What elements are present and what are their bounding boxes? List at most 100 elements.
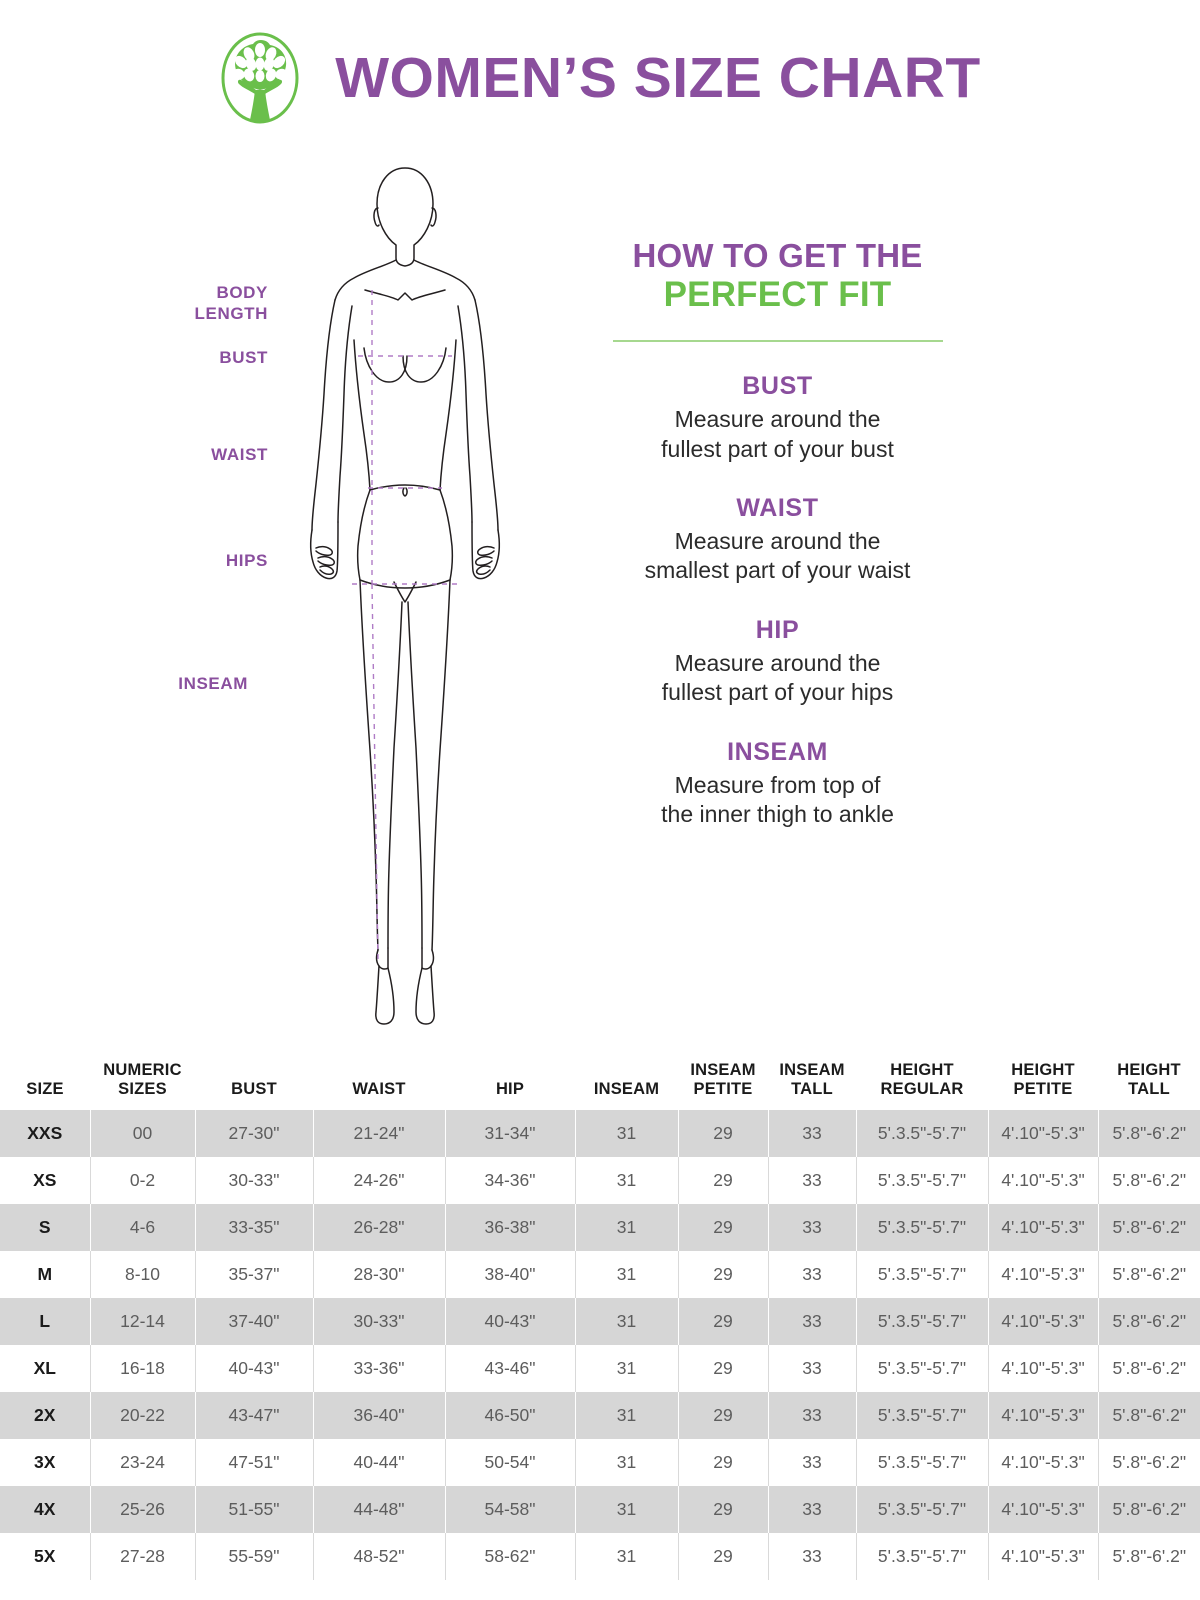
table-cell: 29	[677, 1203, 768, 1251]
table-cell: 5'.3.5"-5'.7"	[855, 1532, 988, 1580]
measure-block-bust: BUST Measure around the fullest part of …	[585, 372, 970, 464]
figure-label-body-length: BODY LENGTH	[138, 282, 268, 325]
table-row: 5X 27-28 55-59" 48-52" 58-62" 31 29 33 5'.3.5"-5…	[0, 1532, 1200, 1580]
table-cell: 5'.3.5"-5'.7"	[855, 1297, 988, 1345]
table-cell: 43-46"	[444, 1344, 575, 1392]
table-cell: 4'.10"-5'.3"	[987, 1156, 1098, 1204]
table-cell: 30-33"	[312, 1297, 445, 1345]
table-cell: 5'.3.5"-5'.7"	[855, 1109, 988, 1157]
table-cell: 33	[767, 1203, 856, 1251]
row-size-label: XS	[0, 1156, 90, 1204]
table-cell: 4-6	[89, 1203, 195, 1251]
table-cell: 35-37"	[194, 1250, 313, 1298]
table-cell: 29	[677, 1344, 768, 1392]
row-size-label: M	[0, 1250, 90, 1298]
heading-divider	[612, 340, 943, 343]
table-cell: 5'.8"-6'.2"	[1097, 1532, 1200, 1580]
table-cell: 31	[574, 1344, 678, 1392]
table-cell: 40-43"	[194, 1344, 313, 1392]
figure-label-bust: BUST	[219, 348, 268, 367]
table-cell: 31-34"	[444, 1109, 575, 1157]
row-size-label: 4X	[0, 1485, 90, 1533]
table-cell: 4'.10"-5'.3"	[987, 1532, 1098, 1580]
table-cell: 5'.8"-6'.2"	[1097, 1297, 1200, 1345]
table-cell: 37-40"	[194, 1297, 313, 1345]
table-cell: 4'.10"-5'.3"	[987, 1485, 1098, 1533]
table-cell: 27-30"	[194, 1109, 313, 1157]
table-cell: 0-2	[89, 1156, 195, 1204]
table-cell: 31	[574, 1156, 678, 1204]
table-cell: 5'.3.5"-5'.7"	[855, 1156, 988, 1204]
page-header: WOMEN’S SIZE CHART	[0, 28, 1200, 128]
measure-block-inseam: INSEAM Measure from top of the inner thi…	[585, 738, 970, 830]
table-cell: 4'.10"-5'.3"	[987, 1438, 1098, 1486]
row-size-label: S	[0, 1203, 90, 1251]
table-cell: 5'.3.5"-5'.7"	[855, 1203, 988, 1251]
measure-text-hip-line2: fullest part of your hips	[661, 679, 894, 706]
page-title: WOMEN’S SIZE CHART	[335, 45, 981, 110]
figure-label-waist: WAIST	[211, 445, 268, 464]
label-line-2: LENGTH	[194, 304, 268, 324]
table-cell: 26-28"	[312, 1203, 445, 1251]
table-header-cell-2: BUST	[195, 1055, 313, 1110]
table-cell: 4'.10"-5'.3"	[987, 1344, 1098, 1392]
table-cell: 5'.8"-6'.2"	[1097, 1109, 1200, 1157]
table-cell: 33	[767, 1344, 856, 1392]
measure-text-bust-line1: Measure around the	[674, 406, 881, 433]
table-row: 3X 23-24 47-51" 40-44" 50-54" 31 29 33 5'.3.5"-5…	[0, 1438, 1200, 1486]
table-cell: 55-59"	[194, 1532, 313, 1580]
table-cell: 33	[767, 1297, 856, 1345]
perfect-fit-panel: HOW TO GET THE PERFECT FIT BUST Measure …	[585, 237, 970, 830]
row-size-label: 2X	[0, 1391, 90, 1439]
table-cell: 12-14	[89, 1297, 195, 1345]
table-cell: 5'.8"-6'.2"	[1097, 1250, 1200, 1298]
table-header-cell-6: INSEAM PETITE	[678, 1055, 768, 1110]
measure-text-inseam-line2: the inner thigh to ankle	[661, 801, 894, 828]
table-cell: 00	[89, 1109, 195, 1157]
table-cell: 29	[677, 1109, 768, 1157]
table-cell: 40-43"	[444, 1297, 575, 1345]
table-row: XS 0-2 30-33" 24-26" 34-36" 31 29 33 5'.3.5"-5'.…	[0, 1156, 1200, 1204]
table-cell: 5'.8"-6'.2"	[1097, 1391, 1200, 1439]
table-cell: 33-35"	[194, 1203, 313, 1251]
measure-title-bust: BUST	[742, 372, 813, 401]
table-header-cell-3: WAIST	[313, 1055, 445, 1110]
table-cell: 5'.3.5"-5'.7"	[855, 1391, 988, 1439]
table-cell: 31	[574, 1532, 678, 1580]
female-croquis-illustration	[309, 167, 501, 1025]
table-header-cell-9: HEIGHT PETITE	[988, 1055, 1098, 1110]
table-cell: 4'.10"-5'.3"	[987, 1297, 1098, 1345]
row-size-label: XL	[0, 1344, 90, 1392]
table-cell: 5'.8"-6'.2"	[1097, 1156, 1200, 1204]
measure-block-waist: WAIST Measure around the smallest part o…	[585, 494, 970, 586]
row-size-label: 5X	[0, 1532, 90, 1580]
table-cell: 21-24"	[312, 1109, 445, 1157]
measure-title-inseam: INSEAM	[727, 737, 828, 766]
label-line-1: BODY	[216, 283, 268, 302]
table-cell: 36-38"	[444, 1203, 575, 1251]
table-cell: 16-18	[89, 1344, 195, 1392]
row-size-label: XXS	[0, 1109, 90, 1157]
table-cell: 33	[767, 1391, 856, 1439]
table-cell: 36-40"	[312, 1391, 445, 1439]
table-cell: 29	[677, 1297, 768, 1345]
table-cell: 8-10	[89, 1250, 195, 1298]
table-row: M 8-10 35-37" 28-30" 38-40" 31 29 33 5'.3.5"-5'.…	[0, 1250, 1200, 1298]
table-cell: 29	[677, 1391, 768, 1439]
figure-label-hips: HIPS	[225, 551, 268, 570]
row-size-label: 3X	[0, 1438, 90, 1486]
table-cell: 47-51"	[194, 1438, 313, 1486]
table-cell: 5'.3.5"-5'.7"	[855, 1485, 988, 1533]
table-cell: 33	[767, 1532, 856, 1580]
table-cell: 5'.3.5"-5'.7"	[855, 1438, 988, 1486]
table-cell: 33	[767, 1250, 856, 1298]
table-cell: 31	[574, 1250, 678, 1298]
measure-text-hip-line1: Measure around the	[674, 649, 881, 676]
table-cell: 38-40"	[444, 1250, 575, 1298]
table-cell: 4'.10"-5'.3"	[987, 1391, 1098, 1439]
inseam-measure-line	[371, 583, 379, 963]
table-cell: 31	[574, 1297, 678, 1345]
table-cell: 4'.10"-5'.3"	[987, 1203, 1098, 1251]
table-header-cell-1: NUMERIC SIZES	[90, 1055, 195, 1110]
